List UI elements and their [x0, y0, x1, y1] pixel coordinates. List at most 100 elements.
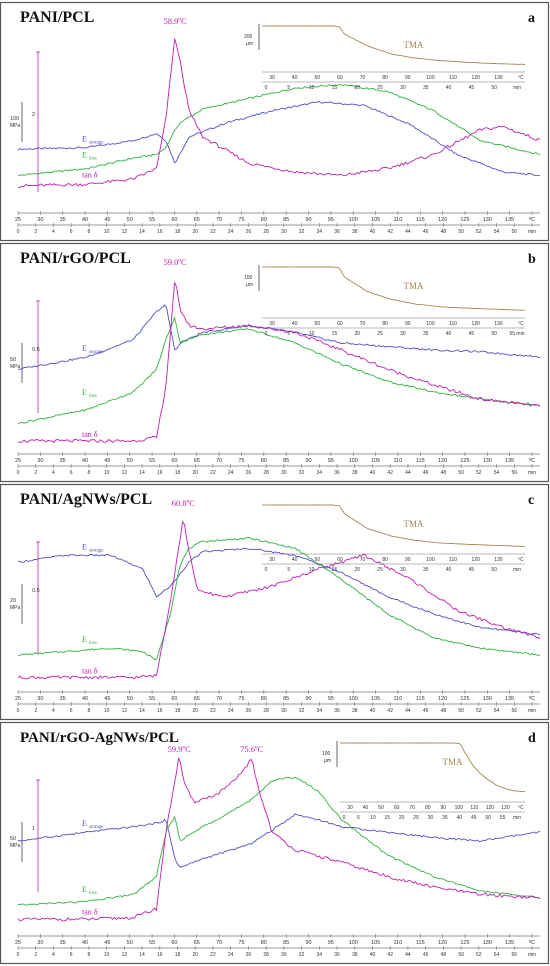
storage-label: E — [82, 135, 87, 144]
series-tma — [261, 25, 526, 65]
time-tick-label: 8 — [88, 708, 91, 714]
tma-time-tick: 50 — [485, 815, 491, 821]
tma-label: TMA — [404, 519, 425, 529]
tma-temp-tick: 100 — [426, 75, 435, 81]
temp-tick-label: 75 — [238, 940, 244, 946]
temp-tick-label: 70 — [216, 217, 222, 223]
time-tick-label: 18 — [175, 470, 181, 476]
tma-temp-tick: 120 — [472, 75, 481, 81]
time-tick-label: 44 — [405, 708, 411, 714]
temp-tick-label: 120 — [438, 217, 447, 223]
tma-time-tick: 30 — [400, 85, 406, 91]
tma-time-tick: 45 — [471, 815, 477, 821]
time-tick-label: 36 — [334, 229, 340, 235]
temp-tick-label: 95 — [328, 696, 334, 702]
time-tick-label: 10 — [104, 470, 110, 476]
panel-a: PANI/PCL a25 30 35 40 45 50 55 60 65 70 75 80 85 90 95 1… — [0, 1, 550, 242]
time-tick-label: 52 — [476, 952, 482, 958]
tma-time-tick: 40 — [446, 331, 452, 337]
time-tick-label: 20 — [192, 952, 198, 958]
time-tick-label: 8 — [88, 229, 91, 235]
tma-temp-tick: 90 — [405, 557, 411, 563]
storage-label-sub: storage — [89, 350, 104, 355]
peak-label: 58.9ºC — [163, 16, 187, 26]
loss-label-sub: loss — [89, 641, 97, 646]
time-tick-label: 46 — [423, 470, 429, 476]
panel-c: PANI/AgNWs/PCL c25 30 35 40 45 50 55 60 65 70 75 80 8… — [0, 483, 550, 721]
stiff-scale-value: 50 — [10, 357, 16, 363]
time-tick-label: 8 — [88, 470, 91, 476]
temp-tick-label: 45 — [104, 458, 110, 464]
temp-tick-label: 95 — [328, 458, 334, 464]
temp-tick-label: 75 — [238, 217, 244, 223]
time-tick-label: 16 — [157, 708, 163, 714]
tma-temp-tick: 120 — [486, 805, 495, 811]
time-tick-label: 56 — [511, 229, 517, 235]
time-tick-label: 50 — [458, 952, 464, 958]
time-tick-label: 20 — [192, 470, 198, 476]
tma-temp-tick: 60 — [337, 75, 343, 81]
temp-tick-label: 50 — [127, 458, 133, 464]
tma-temp-tick: 110 — [470, 805, 478, 811]
temp-tick-label: 135 — [505, 940, 514, 946]
temp-tick-label: 55 — [149, 696, 155, 702]
tma-time-tick: 50 — [491, 85, 497, 91]
tma-scale-value: 200 — [244, 34, 253, 40]
tma-time-tick: 50 — [491, 567, 497, 573]
time-tick-label: 22 — [210, 952, 216, 958]
time-tick-label: 14 — [139, 229, 145, 235]
series-eloss — [17, 84, 541, 177]
temp-tick-label: 90 — [305, 458, 311, 464]
tan-scale-label: 0.5 — [32, 588, 40, 594]
time-tick-label: 18 — [175, 229, 181, 235]
loss-label: E — [82, 388, 87, 397]
temp-tick-label: 115 — [416, 696, 425, 702]
time-tick-label: 50 — [458, 229, 464, 235]
tma-time-tick: 0 — [265, 85, 268, 91]
tma-temp-tick: 90 — [405, 75, 411, 81]
time-tick-label: 54 — [494, 708, 500, 714]
temp-tick-label: 25 — [15, 696, 21, 702]
time-tick-label: 18 — [175, 708, 181, 714]
temp-tick-label: 115 — [416, 940, 425, 946]
temp-tick-label: 135 — [505, 217, 514, 223]
tma-temp-tick: 100 — [455, 805, 464, 811]
temp-tick-label: 55 — [149, 940, 155, 946]
time-tick-label: 56 — [511, 708, 517, 714]
tma-time-tick: 40 — [457, 815, 463, 821]
panel-title: PANI/rGO/PCL — [20, 250, 131, 267]
tma-temp-tick: 30 — [269, 557, 275, 563]
tma-temp-tick: 110 — [449, 321, 457, 327]
time-tick-label: 22 — [210, 229, 216, 235]
temp-tick-label: 90 — [305, 217, 311, 223]
tan-label: tan δ — [82, 171, 98, 180]
time-tick-label: 52 — [476, 708, 482, 714]
time-tick-label: 48 — [441, 708, 447, 714]
time-tick-label: 30 — [281, 229, 287, 235]
peak-label: 59.0ºC — [163, 257, 187, 267]
tma-label: TMA — [443, 757, 464, 767]
time-tick-label: 56 — [511, 952, 517, 958]
time-tick-label: 40 — [370, 229, 376, 235]
time-tick-label: 56 — [511, 470, 517, 476]
temp-tick-label: 70 — [216, 940, 222, 946]
time-tick-label: 52 — [476, 470, 482, 476]
tma-time-tick: 10 — [370, 815, 376, 821]
tma-time-tick: 45 — [469, 567, 475, 573]
temp-tick-label: 30 — [37, 217, 43, 223]
tma-time-tick: 15 — [332, 567, 338, 573]
tma-time-tick: 40 — [446, 85, 452, 91]
time-tick-label: 12 — [122, 708, 128, 714]
time-tick-label: min — [528, 708, 536, 714]
time-tick-label: 38 — [352, 229, 358, 235]
series-tandelta — [17, 281, 541, 444]
tma-temp-tick: 120 — [472, 557, 481, 563]
panel-letter: d — [528, 731, 536, 746]
temp-tick-label: 85 — [283, 696, 289, 702]
stiff-scale-unit: MPa — [10, 843, 21, 849]
storage-label-sub: storage — [89, 141, 104, 146]
tma-time-tick: 15 — [332, 331, 338, 337]
temp-tick-label: 65 — [194, 217, 200, 223]
tan-scale-label: 2 — [32, 112, 35, 118]
temp-tick-label: 85 — [283, 458, 289, 464]
